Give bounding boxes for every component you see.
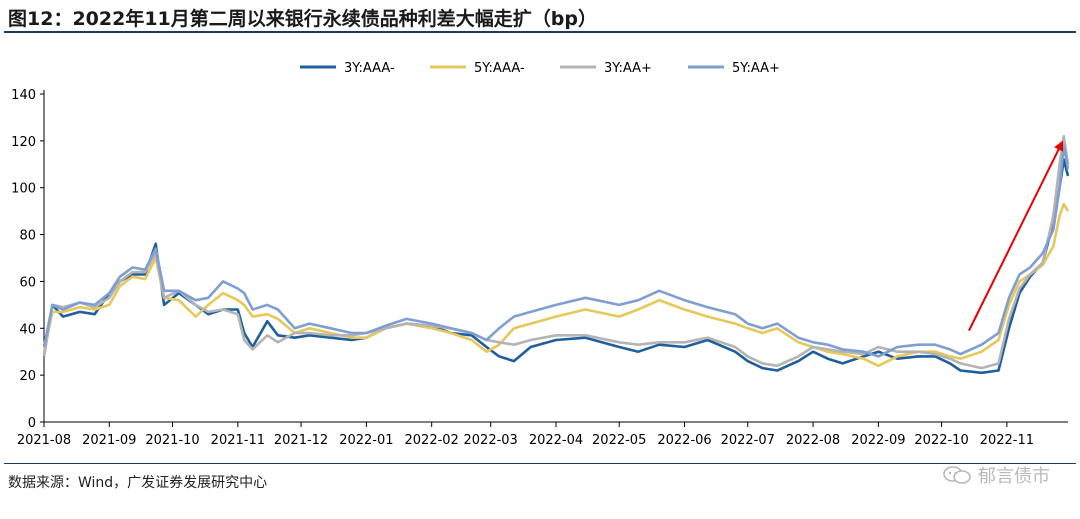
y-tick-label: 0 [28,416,36,431]
chart-title: 图12：2022年11月第二周以来银行永续债品种利差大幅走扩（bp） [8,8,597,30]
footer-divider [4,463,1076,464]
series-lines [42,134,1070,375]
x-tick-label: 2022-02 [405,433,459,448]
x-tick-label: 2022-01 [339,433,393,448]
x-tick-label: 2021-08 [17,433,71,448]
y-tick-label: 120 [11,135,36,150]
legend: 3Y:AAA- 5Y:AAA- 3Y:AA+ 5Y:AA+ [300,61,780,76]
axes: 0 20 40 60 80 100 120 140 2021-08 2021-09 2021-10 2… [11,88,1068,448]
x-tick-label: 2022-03 [464,433,518,448]
x-tick-label: 2022-04 [529,433,583,448]
annotation [968,140,1064,332]
x-tick-label: 2021-12 [274,433,328,448]
x-tick-label: 2021-09 [82,433,136,448]
x-tick-label: 2022-08 [786,433,840,448]
watermark: 郁言债市 [942,462,1050,488]
series-line-3y-aa [42,134,1070,370]
y-tick-label: 40 [19,322,36,337]
x-tick-label: 2021-11 [211,433,265,448]
series-line-5y-aaa [42,202,1070,368]
y-tick-label: 140 [11,88,36,103]
source-note: 数据来源：Wind，广发证券发展研究中心 [8,475,268,491]
y-tick-label: 20 [19,369,36,384]
legend-label: 5Y:AA+ [732,61,780,76]
x-tick-label: 2022-09 [851,433,905,448]
series-line-3y-aaa [42,158,1070,375]
y-tick-label: 100 [11,182,36,197]
x-tick-label: 2022-10 [914,433,968,448]
red-arrow [968,140,1064,332]
title-divider [4,31,1076,33]
y-tick-label: 60 [19,275,36,290]
x-tick-label: 2021-10 [145,433,199,448]
x-tick-label: 2022-06 [657,433,711,448]
series-line-5y-aa [42,144,1070,358]
x-tick-label: 2022-07 [721,433,775,448]
y-tick-label: 80 [19,229,36,244]
legend-label: 3Y:AA+ [604,61,652,76]
watermark-text: 郁言债市 [978,466,1050,487]
x-tick-label: 2022-11 [980,433,1034,448]
wechat-icon [943,466,971,484]
legend-label: 5Y:AAA- [474,61,525,76]
x-tick-label: 2022-05 [592,433,646,448]
legend-label: 3Y:AAA- [344,61,395,76]
